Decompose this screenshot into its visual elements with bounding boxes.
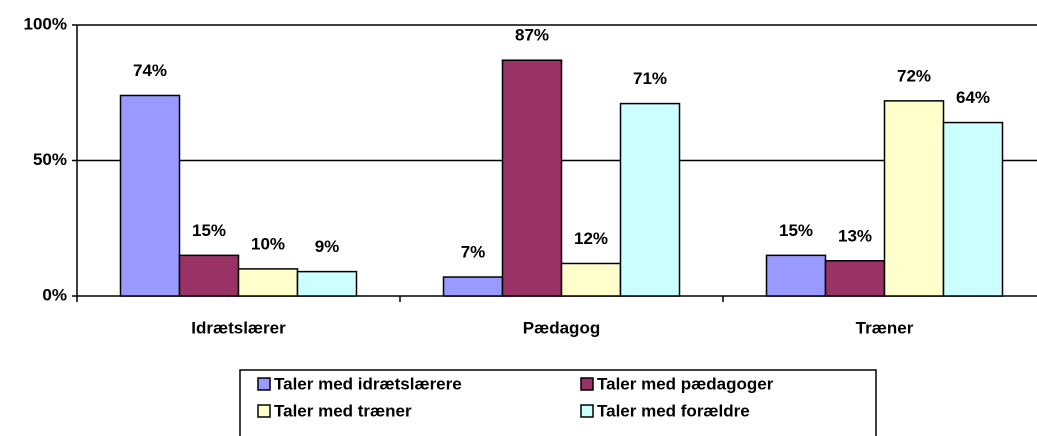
data-label: 71% (633, 69, 667, 88)
bar (442, 276, 504, 297)
x-tick-label: Pædagog (523, 318, 600, 337)
bar (765, 254, 827, 297)
data-label: 12% (574, 229, 608, 248)
y-tick-label: 100% (24, 14, 67, 33)
x-tick-label: Idrætslærer (191, 318, 286, 337)
bar (178, 254, 240, 297)
data-label: 9% (315, 237, 340, 256)
data-label: 87% (515, 26, 549, 45)
data-label: 64% (956, 88, 990, 107)
legend-swatch (580, 377, 594, 391)
data-label: 10% (251, 234, 285, 253)
legend-label: Taler med forældre (597, 401, 750, 420)
data-label: 72% (897, 66, 931, 85)
bar (501, 59, 563, 297)
legend-swatch (257, 377, 271, 391)
legend-label: Taler med pædagoger (597, 374, 774, 393)
bar (883, 100, 945, 297)
bar (237, 268, 299, 297)
x-tick-label: Træner (856, 318, 914, 337)
y-tick-label: 50% (33, 150, 67, 169)
legend-box (239, 369, 877, 436)
legend-label: Taler med idrætslærere (274, 374, 462, 393)
bar (119, 94, 181, 297)
data-label: 74% (133, 61, 167, 80)
data-label: 13% (838, 226, 872, 245)
data-label: 15% (192, 221, 226, 240)
data-label: 15% (779, 221, 813, 240)
bar (619, 102, 681, 297)
legend-swatch (580, 404, 594, 418)
data-label: 7% (461, 243, 486, 262)
y-tick-label: 0% (42, 285, 67, 304)
bar (296, 270, 358, 297)
legend-swatch (257, 404, 271, 418)
bar (560, 262, 622, 297)
bar (942, 121, 1004, 297)
bar (824, 260, 886, 297)
legend-label: Taler med træner (274, 401, 412, 420)
